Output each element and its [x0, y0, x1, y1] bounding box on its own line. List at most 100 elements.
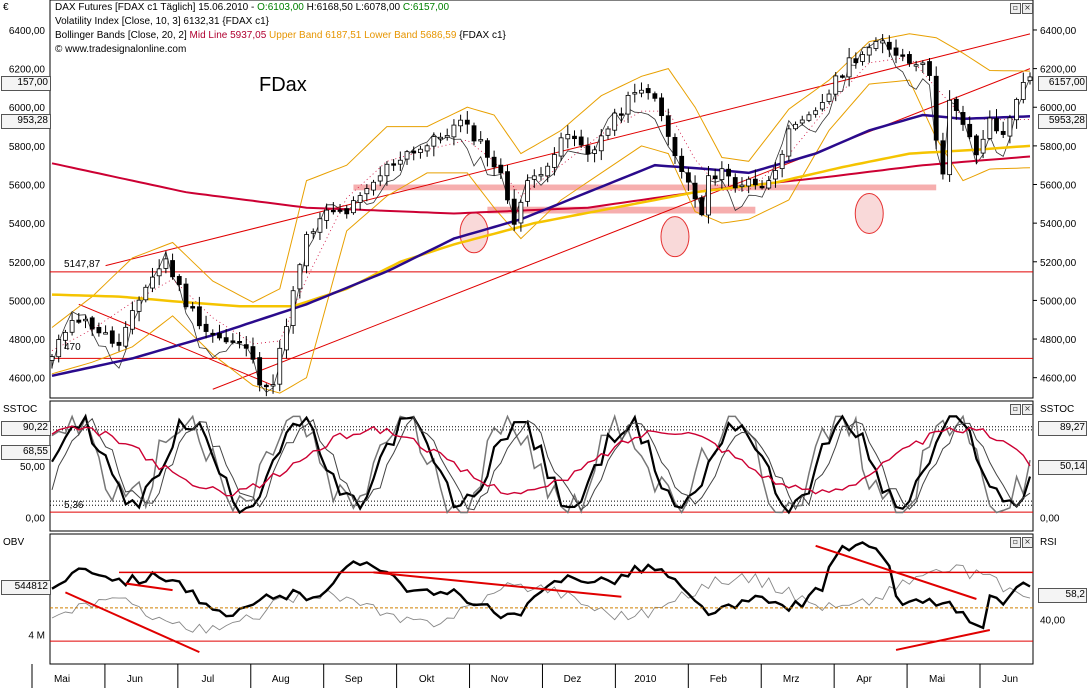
candle-body — [250, 346, 256, 360]
candle-body — [344, 208, 350, 215]
header-line-3: Bollinger Bands [Close, 20, 2] Mid Line … — [55, 30, 506, 42]
candle-body — [471, 125, 477, 142]
obv-close-button[interactable]: × — [1022, 537, 1033, 548]
candle-body — [324, 209, 330, 221]
price-tick-label-right: 5000,00 — [1040, 296, 1077, 307]
price-tick-label-left: 5600,00 — [9, 181, 46, 192]
obv-restore-button[interactable]: ▫ — [1010, 537, 1021, 548]
candle-body — [518, 201, 524, 224]
candle-body — [163, 258, 169, 269]
candle-body — [89, 317, 95, 330]
candle-body — [692, 182, 698, 200]
candle-body — [170, 260, 175, 278]
low-value: L:6078,00 — [355, 2, 401, 13]
price-tick-label-left: 6400,00 — [9, 26, 46, 37]
candle-body — [150, 276, 155, 289]
candle-body — [525, 180, 531, 202]
price-tick-label-right: 4800,00 — [1040, 335, 1077, 346]
candle-body — [679, 155, 685, 172]
sstoc-tick-label-left: 50,00 — [20, 462, 45, 473]
candle-body — [813, 110, 819, 115]
bollinger-upper-band — [51, 33, 1031, 328]
candle-body — [1007, 117, 1013, 137]
candle-body — [625, 94, 631, 115]
candle-body — [297, 264, 303, 290]
candle-body — [706, 175, 711, 216]
sstoc-slow-line — [51, 413, 1032, 515]
candle-body — [1027, 76, 1033, 81]
candle-body — [773, 170, 778, 180]
candle-body — [893, 47, 899, 56]
candle-body — [639, 89, 644, 94]
sstoc-label-left: SSTOC — [3, 404, 38, 415]
candle-body — [364, 188, 370, 195]
candle-body — [967, 123, 973, 138]
badge-sstoc-left-2: 68,55 — [1, 445, 51, 460]
x-tick-label: Okt — [419, 674, 435, 685]
candle-body — [237, 341, 242, 344]
copyright-text: © www.tradesignalonline.com — [55, 44, 187, 55]
candle-body — [203, 323, 209, 332]
x-tick-label: Mai — [929, 674, 945, 685]
sma-200-line — [51, 155, 1031, 215]
candle-body — [699, 197, 705, 216]
price-tick-label-right: 6400,00 — [1040, 26, 1077, 37]
level-label-4700: 470 — [64, 342, 81, 353]
x-tick-label: Apr — [856, 674, 872, 685]
candle-body — [980, 138, 986, 154]
price-tick-label-left: 5400,00 — [9, 219, 46, 230]
close-button[interactable]: × — [1022, 3, 1033, 14]
series-title: DAX Futures [FDAX c1 Täglich] 15.06.2010… — [55, 2, 258, 13]
candle-body — [578, 136, 584, 146]
candle-body — [632, 92, 638, 95]
sstoc-tick-label-right: 0,00 — [1040, 514, 1060, 525]
candle-body — [900, 54, 906, 57]
rsi-tick-label: 40,00 — [1040, 616, 1065, 627]
candle-body — [96, 326, 102, 334]
candle-body — [779, 153, 785, 170]
candle-body — [103, 332, 108, 335]
restore-button[interactable]: ▫ — [1010, 3, 1021, 14]
candle-body — [418, 148, 423, 153]
candle-body — [109, 330, 115, 344]
candle-body — [685, 172, 691, 183]
candle-body — [176, 276, 182, 285]
candle-body — [1000, 130, 1006, 135]
candle-body — [243, 344, 249, 349]
candle-body — [759, 185, 765, 189]
candle-body — [786, 128, 792, 157]
candle-body — [210, 332, 216, 336]
candle-body — [478, 139, 484, 142]
candle-body — [330, 209, 336, 213]
candle-body — [431, 136, 437, 147]
obv-tick-label: 4 M — [28, 630, 45, 641]
candle-body — [485, 140, 490, 158]
candle-body — [270, 384, 276, 387]
reversal-circle — [854, 192, 884, 234]
candle-body — [263, 384, 269, 388]
price-tick-label-left: 5200,00 — [9, 258, 46, 269]
candle-body — [558, 137, 564, 157]
candle-body — [726, 168, 731, 177]
candle-body — [572, 135, 577, 140]
candle-body — [987, 117, 993, 139]
candle-body — [853, 58, 859, 64]
candle-body — [618, 113, 624, 116]
y-axis-ticks: 6400,00 6400,00 6200,00 6200,00 6000,00 6000,… — [9, 26, 1077, 641]
sstoc-tick-label-left: 0,00 — [26, 514, 46, 525]
candle-body — [538, 174, 544, 177]
level-label-sstoc: 5,36 — [64, 500, 84, 511]
x-tick-label: Jun — [127, 674, 143, 685]
x-tick-label: Feb — [710, 674, 728, 685]
sstoc-restore-button[interactable]: ▫ — [1010, 404, 1021, 415]
candle-body — [793, 123, 798, 130]
candle-body — [880, 40, 886, 44]
candle-body — [866, 47, 872, 56]
price-tick-label-right: 6200,00 — [1040, 65, 1077, 76]
candle-body — [886, 41, 892, 50]
sstoc-signal-line — [51, 416, 1031, 511]
candle-body — [123, 326, 129, 347]
sstoc-close-button[interactable]: × — [1022, 404, 1033, 415]
candle-body — [357, 195, 363, 203]
candle-body — [129, 310, 135, 330]
